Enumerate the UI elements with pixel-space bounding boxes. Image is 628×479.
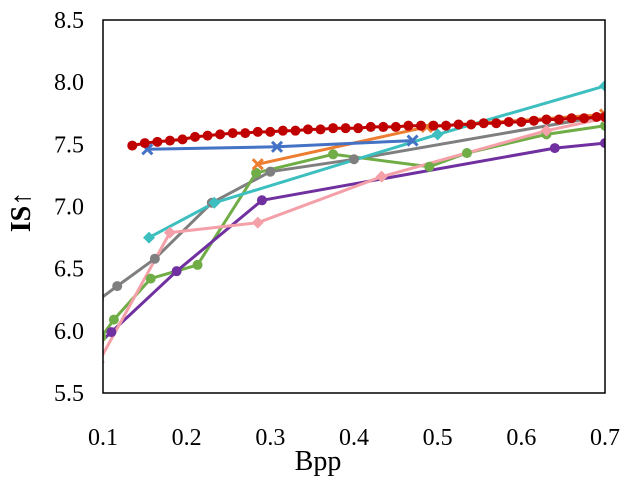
data-point-pink — [163, 226, 176, 239]
data-point-green — [192, 259, 203, 270]
data-point-red — [600, 111, 605, 122]
data-point-red — [403, 120, 414, 131]
data-point-red — [240, 128, 251, 139]
data-point-red — [215, 129, 226, 140]
data-point-red — [478, 118, 489, 129]
data-point-red — [252, 126, 263, 137]
data-point-teal — [143, 231, 156, 244]
data-point-purple — [549, 143, 560, 154]
data-point-red — [466, 119, 477, 130]
y-tick-label: 5.5 — [54, 381, 84, 407]
x-tick-label: 0.4 — [339, 425, 369, 451]
data-point-red — [277, 125, 288, 136]
y-axis-title: IS↑ — [6, 192, 37, 232]
series-layer — [103, 84, 605, 358]
data-point-green — [600, 120, 605, 131]
data-point-pink — [375, 170, 388, 183]
data-point-red — [290, 125, 301, 136]
plot-area-frame — [102, 19, 606, 394]
data-point-red — [177, 134, 188, 145]
data-point-red — [528, 115, 539, 126]
data-point-red — [579, 113, 590, 124]
y-tick-label: 6.5 — [54, 257, 84, 283]
marker-layer — [103, 79, 605, 364]
data-point-red — [302, 124, 313, 135]
data-point-red — [127, 140, 138, 151]
data-point-red — [566, 113, 577, 124]
data-point-red — [503, 116, 514, 127]
data-point-red — [152, 136, 163, 147]
data-point-red — [378, 121, 389, 132]
data-point-red — [491, 118, 502, 129]
x-tick-labels: 0.1 0.2 0.3 0.4 0.5 0.6 0.7 — [88, 425, 620, 451]
y-tick-label: 7.5 — [54, 132, 84, 158]
data-point-blue — [406, 134, 419, 147]
data-point-pink — [540, 124, 553, 137]
x-tick-label: 0.6 — [506, 425, 536, 451]
data-point-red — [227, 128, 238, 139]
data-point-purple — [256, 195, 267, 206]
y-tick-label: 8.5 — [54, 8, 84, 34]
data-point-red — [353, 123, 364, 134]
data-point-red — [139, 138, 150, 149]
data-point-green — [328, 149, 339, 160]
data-point-green — [103, 332, 107, 342]
data-point-red — [516, 116, 527, 127]
data-point-green — [108, 314, 119, 325]
y-tick-label: 7.0 — [54, 195, 84, 221]
data-point-gray — [112, 281, 123, 292]
x-tick-label: 0.2 — [172, 425, 202, 451]
data-point-red — [453, 119, 464, 130]
data-point-green — [424, 161, 435, 172]
data-point-red — [190, 131, 201, 142]
data-point-red — [541, 114, 552, 125]
data-point-gray — [265, 166, 276, 177]
x-tick-label: 0.7 — [590, 425, 620, 451]
series-line-purple — [103, 141, 605, 342]
data-point-purple — [171, 266, 182, 277]
data-point-red — [202, 130, 213, 141]
x-tick-label: 0.5 — [423, 425, 453, 451]
data-point-red — [265, 126, 276, 137]
data-point-pink — [251, 216, 264, 229]
data-point-green — [145, 273, 156, 284]
data-point-red — [591, 111, 602, 122]
data-point-green — [251, 167, 262, 178]
x-tick-label: 0.1 — [88, 425, 118, 451]
data-point-red — [441, 120, 452, 131]
data-point-red — [553, 114, 564, 125]
data-point-red — [164, 135, 175, 146]
x-axis-title: Bpp — [295, 446, 342, 477]
series-line-pink — [103, 116, 605, 358]
data-point-gray — [349, 154, 359, 165]
y-tick-labels: 5.5 6.0 6.5 7.0 7.5 8.0 8.5 — [54, 8, 84, 407]
data-point-blue — [270, 140, 284, 153]
data-point-orange — [251, 158, 264, 171]
data-point-purple — [600, 138, 605, 149]
data-point-red — [428, 120, 439, 131]
series-line-teal — [147, 84, 605, 240]
data-point-red — [365, 121, 376, 132]
data-point-red — [340, 123, 351, 134]
data-point-teal — [208, 196, 221, 209]
data-point-purple — [106, 327, 117, 338]
data-point-teal — [431, 128, 444, 141]
data-point-red — [315, 124, 326, 135]
data-point-red — [328, 123, 339, 134]
data-point-green — [461, 148, 472, 159]
data-point-gray — [149, 253, 160, 264]
data-point-teal — [599, 79, 605, 92]
x-tick-label: 0.3 — [255, 425, 285, 451]
data-point-red — [415, 120, 426, 131]
y-tick-label: 6.0 — [54, 319, 84, 345]
data-point-red — [390, 121, 401, 132]
y-tick-label: 8.0 — [54, 70, 84, 96]
